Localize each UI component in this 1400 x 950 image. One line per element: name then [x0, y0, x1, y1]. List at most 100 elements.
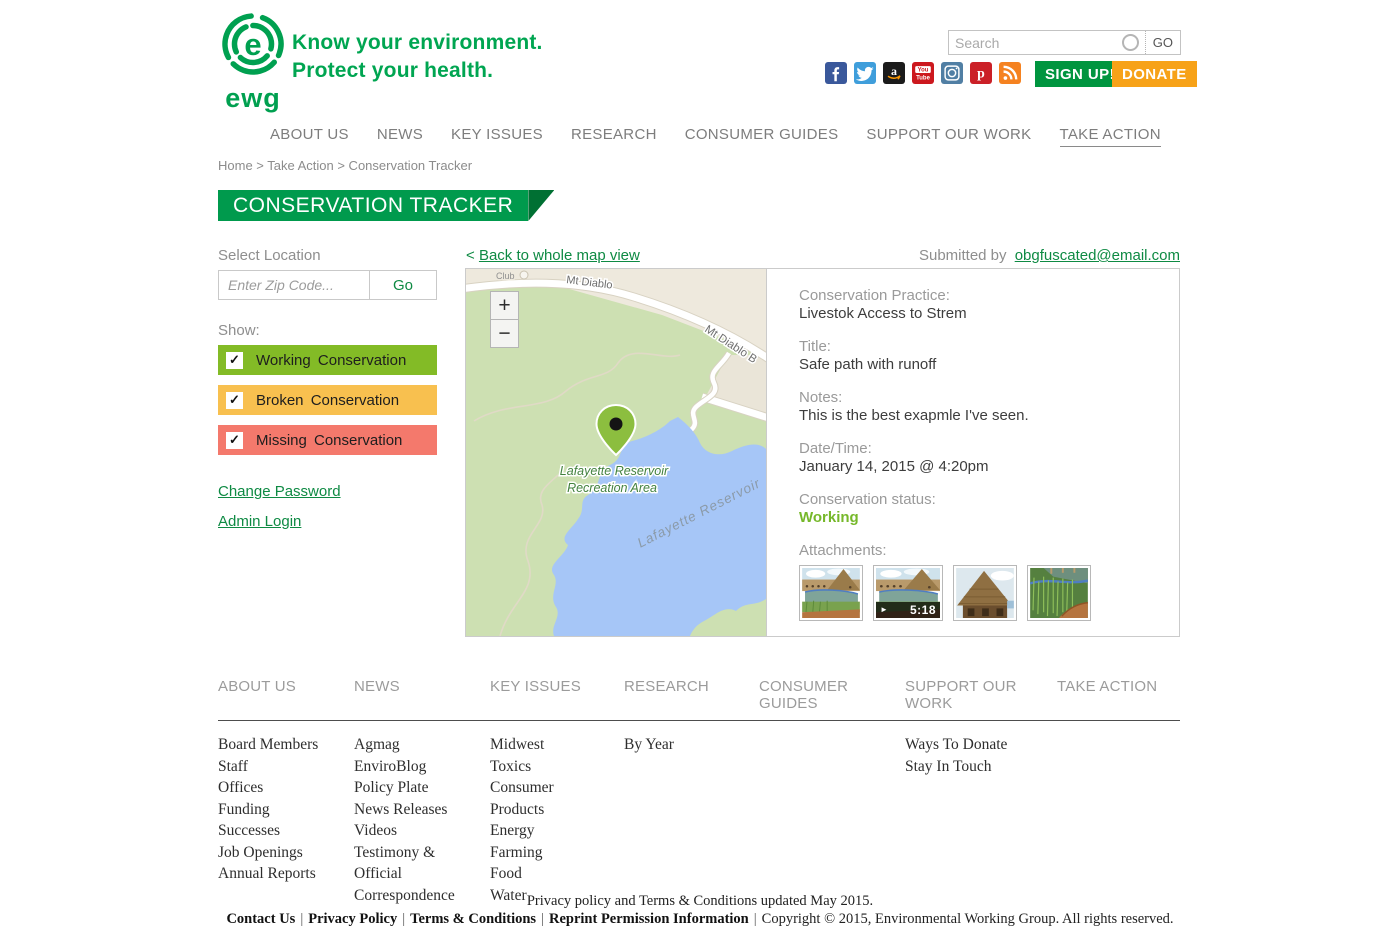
footer-link[interactable]: News Releases [354, 800, 448, 818]
pinterest-icon[interactable]: p [970, 62, 992, 84]
footer-link[interactable]: Food [490, 865, 522, 882]
nav-key-issues[interactable]: KEY ISSUES [451, 126, 543, 143]
footer-link[interactable]: Offices [218, 779, 264, 796]
footer-header-take-action[interactable]: TAKE ACTION [1057, 678, 1158, 695]
footer-link[interactable]: Agmag [354, 736, 400, 753]
privacy-policy-link[interactable]: Privacy Policy [308, 911, 398, 927]
footer-link[interactable]: Water [490, 886, 527, 904]
terms-conditions-link[interactable]: Terms & Conditions [410, 911, 537, 927]
amazon-icon[interactable]: a [883, 62, 905, 84]
footer-link[interactable]: Policy Plate [354, 779, 429, 796]
footer-header-about-us[interactable]: ABOUT US [218, 678, 297, 695]
nav-take-action[interactable]: TAKE ACTION [1059, 126, 1161, 147]
footer-link[interactable]: Annual Reports [218, 865, 316, 882]
legal-updated-line: Privacy policy and Terms & Conditions up… [526, 893, 874, 909]
map-zoom-control: + − [490, 291, 519, 348]
footer-link[interactable]: By Year [624, 736, 674, 753]
broken-checkbox[interactable]: ✓ [226, 391, 243, 409]
zip-go-button[interactable]: Go [369, 271, 436, 299]
back-to-map-link[interactable]: Back to whole map view [478, 247, 640, 264]
footer-nav-links: Board Members Staff Offices Funding Succ… [218, 721, 1180, 906]
footer-link[interactable]: Energy [490, 822, 535, 839]
youtube-icon[interactable]: You Tube [912, 62, 934, 84]
nav-consumer-guides[interactable]: CONSUMER GUIDES [684, 126, 839, 143]
attachment-thumbnail-hut[interactable] [953, 565, 1017, 621]
footer-col-consumer-guides [759, 734, 905, 906]
attachment-thumbnail-video[interactable]: ► 5:18 [873, 565, 943, 621]
play-icon: ► [880, 605, 888, 614]
footer-link[interactable]: EnviroBlog [354, 757, 427, 775]
title-value: Safe path with runoff [799, 356, 937, 373]
rss-icon[interactable] [999, 62, 1021, 84]
footer-link[interactable]: Ways To Donate [905, 736, 1008, 753]
zoom-out-button[interactable]: − [491, 320, 518, 347]
submitted-by-email-link[interactable]: obgfuscated@email.com [1014, 247, 1180, 264]
footer-link[interactable]: Midwest [490, 736, 545, 753]
detail-panel: Conservation Practice: Livestok Access t… [767, 269, 1179, 636]
zoom-in-button[interactable]: + [491, 292, 518, 319]
footer-header-news[interactable]: NEWS [354, 678, 400, 695]
map-marker-icon[interactable] [595, 403, 637, 457]
nav-about-us[interactable]: ABOUT US [270, 126, 349, 143]
notes-value: This is the best exapmle I've seen. [799, 407, 1029, 424]
footer-link[interactable]: Stay In Touch [905, 757, 992, 775]
nav-support-our-work[interactable]: SUPPORT OUR WORK [866, 126, 1032, 143]
admin-login-link[interactable]: Admin Login [218, 513, 302, 530]
page-banner: CONSERVATION TRACKER [218, 190, 555, 221]
svg-text:e: e [244, 27, 261, 62]
footer-link[interactable]: Videos [354, 822, 397, 839]
search-input[interactable] [949, 34, 1122, 51]
search-go-button[interactable]: GO [1144, 31, 1180, 54]
footer-link[interactable]: Testimony & Official Correspondence [354, 843, 455, 904]
select-location-label: Select Location [218, 247, 321, 264]
breadcrumb[interactable]: Home > Take Action > Conservation Tracke… [218, 158, 473, 173]
map-club-label: Club [496, 271, 515, 281]
social-icons: a You Tube p [825, 62, 1021, 84]
footer-link[interactable]: Farming [490, 843, 543, 861]
datetime-value: January 14, 2015 @ 4:20pm [799, 458, 989, 475]
nav-news[interactable]: NEWS [376, 126, 424, 143]
footer-link[interactable]: Consumer Products [490, 779, 554, 818]
map-area-label-line1: Lafayette Reservoir [560, 464, 669, 478]
map-canvas: Club Mt Diablo Mt Diablo B Lafayette Res… [466, 269, 766, 636]
sign-up-button[interactable]: SIGN UP! [1035, 61, 1125, 87]
filter-broken-conservation[interactable]: ✓ Broken Conservation [218, 385, 437, 415]
footer-col-key-issues: Midwest Toxics Consumer Products Energy … [490, 734, 624, 906]
filter-working-conservation[interactable]: ✓ Working Conservation [218, 345, 437, 375]
search-box: GO [948, 30, 1181, 55]
donate-button[interactable]: DONATE [1112, 61, 1197, 87]
attachment-thumbnail-pond[interactable] [799, 565, 863, 621]
zip-code-input[interactable] [219, 271, 369, 299]
footer-link[interactable]: Funding [218, 800, 270, 818]
twitter-icon[interactable] [854, 62, 876, 84]
attachment-thumbnail-reeds[interactable] [1027, 565, 1091, 621]
ewg-logo[interactable]: e ewg [218, 13, 288, 113]
facebook-icon[interactable] [825, 62, 847, 84]
footer-header-key-issues[interactable]: KEY ISSUES [490, 678, 581, 695]
footer-link[interactable]: Job Openings [218, 843, 303, 861]
reprint-permission-link[interactable]: Reprint Permission Information [548, 911, 749, 927]
contact-us-link[interactable]: Contact Us [226, 911, 296, 927]
practice-value: Livestok Access to Strem [799, 305, 967, 322]
map[interactable]: Club Mt Diablo Mt Diablo B Lafayette Res… [466, 269, 767, 636]
ewg-logo-text: ewg [225, 83, 281, 113]
instagram-icon[interactable] [941, 62, 963, 84]
filter-missing-conservation[interactable]: ✓ Missing Conservation [218, 425, 437, 455]
tagline-line2: Protect your health. [292, 59, 494, 82]
working-checkbox[interactable]: ✓ [226, 351, 243, 369]
footer-header-research[interactable]: RESEARCH [624, 678, 709, 695]
footer-link[interactable]: Staff [218, 757, 248, 775]
footer-link[interactable]: Board Members [218, 736, 319, 753]
footer-link[interactable]: Toxics [490, 757, 532, 775]
change-password-link[interactable]: Change Password [218, 483, 341, 500]
zip-code-form: Go [218, 270, 437, 300]
footer-header-support-our-work[interactable]: SUPPORT OUR WORK [905, 678, 1017, 712]
footer-nav-headers: ABOUT US NEWS KEY ISSUES RESEARCH CONSUM… [218, 678, 1180, 721]
footer-link[interactable]: Successes [218, 822, 280, 839]
notes-section: Notes: This is the best exapmle I've see… [799, 389, 1159, 424]
footer-header-consumer-guides[interactable]: CONSUMER GUIDES [759, 678, 849, 712]
missing-checkbox[interactable]: ✓ [226, 431, 243, 449]
nav-research[interactable]: RESEARCH [570, 126, 657, 143]
datetime-section: Date/Time: January 14, 2015 @ 4:20pm [799, 440, 1159, 475]
